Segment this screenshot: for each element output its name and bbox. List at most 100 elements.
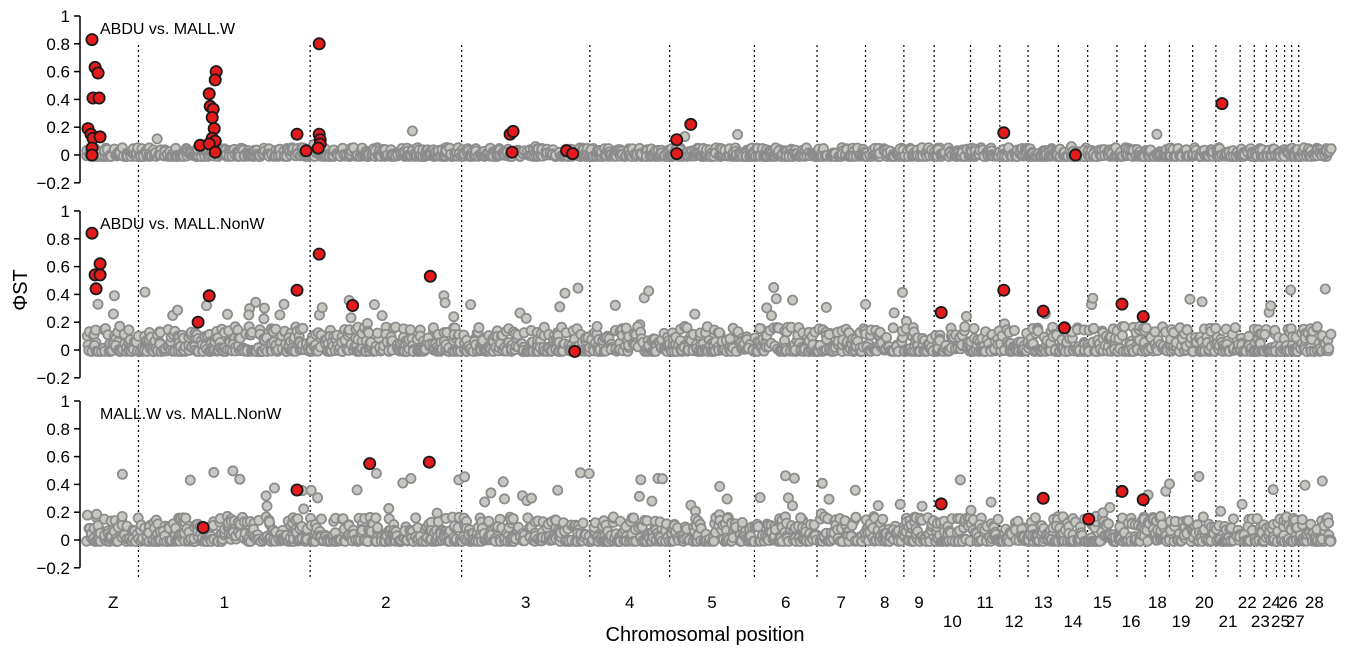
data-point [345,312,357,324]
data-point [766,310,778,322]
y-tick-label: −0.2 [36,174,70,193]
data-point [1087,292,1099,304]
data-point [1103,518,1115,530]
outlier-point [934,305,948,319]
outlier-point [85,226,99,240]
data-point [81,509,93,521]
outlier-point [506,124,520,138]
outlier-points [81,33,1229,162]
data-point [108,290,120,302]
data-point [780,470,792,482]
data-point [1229,322,1241,334]
y-tick-label: 0.2 [46,503,70,522]
data-point [370,512,382,524]
outlier-point [1115,297,1129,311]
data-point [1210,322,1222,334]
data-point [1140,322,1152,334]
data-point [860,298,872,310]
outlier-point [208,145,222,159]
data-point [520,312,532,324]
outlier-point [684,117,698,131]
data-point [609,299,621,311]
data-point [498,493,510,505]
data-point [823,493,835,505]
data-point [1008,324,1020,336]
data-point [721,493,733,505]
data-point [351,484,363,496]
data-point [968,322,980,334]
data-point [116,468,128,480]
data-point [221,308,233,320]
data-point [473,322,485,334]
data-point [312,492,324,504]
data-point [1325,143,1337,155]
data-point [260,490,272,502]
data-point [243,309,255,321]
data-point [315,513,327,525]
data-point [92,298,104,310]
data-point [985,496,997,508]
outlier-point [670,133,684,147]
outlier-point [93,268,107,282]
data-point [507,513,519,525]
outlier-point [997,283,1011,297]
outlier-point [311,141,325,155]
data-point [1259,328,1271,340]
y-tick-label: 0.2 [46,118,70,137]
outlier-point [92,91,106,105]
data-point [770,293,782,305]
data-point [992,513,1004,525]
data-point [1265,300,1277,312]
outlier-point [202,87,216,101]
data-point [208,466,220,478]
y-tick-label: 0 [61,146,70,165]
data-point [714,480,726,492]
data-point [646,495,658,507]
data-point [850,511,862,523]
data-point [116,510,128,522]
data-point [643,285,655,297]
data-point [916,500,928,512]
outlier-point [202,289,216,303]
data-point [410,512,422,524]
data-point [234,473,246,485]
data-point [959,321,971,333]
data-point [887,322,899,334]
data-point [732,128,744,140]
outlier-point [85,148,99,162]
outlier-point [93,257,107,271]
outlier-point [566,147,580,161]
background-points [81,281,1337,357]
data-point [479,496,491,508]
data-point [439,297,451,309]
data-point [448,311,460,323]
outlier-point [997,126,1011,140]
outlier-point [91,66,105,80]
outlier-point [568,344,582,358]
data-point [459,471,471,483]
outlier-point [85,33,99,47]
data-point [894,498,906,510]
y-tick-label: 0.6 [46,63,70,82]
data-point [258,313,270,325]
data-point [591,320,603,332]
data-point [316,302,328,314]
data-point [376,310,388,322]
y-tick-label: 1 [61,202,70,221]
data-point [363,327,375,339]
data-point [1196,296,1208,308]
y-tick-label: 0.4 [46,90,70,109]
outlier-point [312,37,326,51]
data-point [274,309,286,321]
data-point [575,467,587,479]
data-point [268,482,280,494]
data-point [172,304,184,316]
data-point [1151,128,1163,140]
data-point [1285,284,1297,296]
data-point [151,133,163,145]
data-point [1184,293,1196,305]
outlier-point [423,269,437,283]
data-point [635,474,647,486]
data-point [298,503,310,515]
